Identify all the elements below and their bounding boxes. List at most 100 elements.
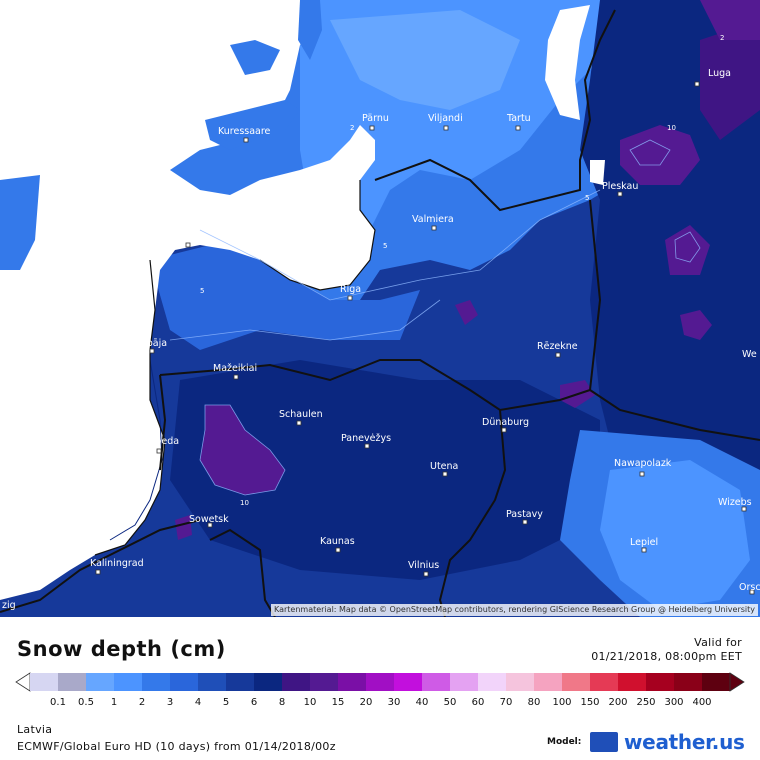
scale-swatch	[338, 673, 367, 691]
city-label-lepiel: Lepiel	[630, 537, 658, 548]
scale-swatch	[366, 673, 395, 691]
scale-tick-label: 0.1	[50, 697, 66, 708]
scale-tick-label: 20	[359, 697, 373, 708]
city-label-utena: Utena	[430, 461, 458, 472]
city-label-kaliningrad: Kaliningrad	[90, 558, 144, 569]
city-label-pastavy: Pastavy	[506, 509, 543, 520]
city-label-vilnius: Vilnius	[408, 560, 439, 571]
city-label-valmiera: Valmiera	[412, 214, 454, 225]
scale-tick-label: 1	[110, 697, 118, 708]
scale-arrow-right	[729, 672, 745, 692]
color-scale-bar	[15, 672, 745, 692]
city-label-kaunas: Kaunas	[320, 536, 355, 547]
valid-datetime: 01/21/2018, 08:00pm EET	[591, 650, 742, 663]
scale-tick-label: 5	[222, 697, 230, 708]
scale-swatch	[394, 673, 423, 691]
contour-label: 5	[383, 242, 387, 250]
city-label-kuressaare: Kuressaare	[218, 126, 271, 137]
valid-time: Valid for 01/21/2018, 08:00pm EET	[591, 636, 742, 664]
city-label-sowetsk: Sowetsk	[189, 514, 229, 525]
city-label-orsc: Orsc	[739, 582, 760, 593]
weather-us-logo[interactable]: weather.us	[590, 730, 750, 754]
scale-tick-label: 70	[499, 697, 513, 708]
scale-swatch	[562, 673, 591, 691]
city-label-tartu: Tartu	[506, 113, 531, 124]
contour-label: 10	[667, 124, 676, 132]
scale-tick-label: 50	[443, 697, 457, 708]
scale-tick-label: 0.5	[78, 697, 94, 708]
scale-tick-label: 400	[692, 697, 712, 708]
scale-swatch	[198, 673, 227, 691]
scale-tick-label: 30	[387, 697, 401, 708]
scale-swatch	[590, 673, 619, 691]
map-attribution: Kartenmaterial: Map data © OpenStreetMap…	[270, 604, 758, 616]
city-label-liepaja: Liepāja	[133, 338, 167, 349]
legend-title: Snow depth (cm)	[17, 637, 226, 661]
scale-arrow-left	[15, 672, 31, 692]
scale-swatch	[422, 673, 451, 691]
city-label-dunaburg: Dünaburg	[482, 417, 529, 428]
scale-tick-label: 100	[552, 697, 572, 708]
city-label-schaulen: Schaulen	[279, 409, 323, 420]
city-label-rezekne: Rēzekne	[537, 341, 578, 352]
scale-tick-label: 60	[471, 697, 485, 708]
color-scale-labels: 0.1 0.5 1 2 3 4 5 6 8 10 15 20 30 40 50 60 70 80 100 150 200…	[0, 697, 760, 713]
scale-swatch	[534, 673, 563, 691]
contour-label: 5	[200, 287, 204, 295]
region-label: Latvia	[17, 723, 53, 736]
city-label-we: We	[742, 349, 757, 360]
scale-swatch	[506, 673, 535, 691]
scale-swatch	[254, 673, 283, 691]
scale-swatch	[702, 673, 731, 691]
snow-depth-map[interactable]: 2 5 5 5 10 10 2 Kuressaare Pärnu	[0, 0, 760, 617]
city-label-mazeikiai: Mažeikiai	[213, 363, 257, 374]
city-label-viljandi: Viljandi	[428, 113, 463, 124]
city-label-pleskau: Pleskau	[602, 181, 638, 192]
scale-tick-label: 2	[138, 697, 146, 708]
scale-swatch	[30, 673, 59, 691]
city-label-nawapolazk: Nawapolazk	[614, 458, 672, 469]
city-label-klaipeda: Klaipeda	[138, 436, 179, 447]
city-label-luga: Luga	[708, 68, 731, 79]
eu-flag-icon	[590, 732, 618, 752]
contour-label: 5	[585, 194, 589, 202]
scale-tick-label: 40	[415, 697, 429, 708]
scale-swatch	[478, 673, 507, 691]
scale-tick-label: 250	[636, 697, 656, 708]
scale-swatch	[114, 673, 143, 691]
scale-swatch	[86, 673, 115, 691]
model-label: Model:	[547, 737, 582, 747]
contour-label: 2	[720, 34, 724, 42]
city-label-panevezys: Panevėžys	[341, 433, 391, 444]
scale-tick-label: 300	[664, 697, 684, 708]
scale-tick-label: 200	[608, 697, 628, 708]
contour-label: 10	[240, 499, 249, 507]
brand-name: weather.us	[624, 730, 745, 754]
model-run-label: ECMWF/Global Euro HD (10 days) from 01/1…	[17, 740, 336, 753]
scale-tick-label: 4	[194, 697, 202, 708]
scale-swatch	[450, 673, 479, 691]
scale-swatch	[282, 673, 311, 691]
scale-swatch	[58, 673, 87, 691]
city-label-wizebs: Wizebs	[718, 497, 752, 508]
scale-tick-label: 10	[303, 697, 317, 708]
scale-tick-label: 150	[580, 697, 600, 708]
city-label-riga: Riga	[340, 284, 361, 295]
scale-swatch	[170, 673, 199, 691]
scale-swatch	[618, 673, 647, 691]
scale-tick-label: 8	[278, 697, 286, 708]
scale-tick-label: 6	[250, 697, 258, 708]
scale-swatch	[310, 673, 339, 691]
scale-swatch	[226, 673, 255, 691]
valid-label: Valid for	[694, 636, 742, 649]
city-label-ziz: zig	[2, 600, 16, 611]
scale-tick-label: 80	[527, 697, 541, 708]
city-label-ventspils: Ventspils	[162, 232, 205, 243]
city-label-parnu: Pärnu	[362, 113, 389, 124]
scale-tick-label: 15	[331, 697, 345, 708]
contour-label: 2	[350, 124, 354, 132]
scale-swatch	[646, 673, 675, 691]
scale-swatch	[142, 673, 171, 691]
scale-swatch	[674, 673, 703, 691]
scale-tick-label: 3	[166, 697, 174, 708]
